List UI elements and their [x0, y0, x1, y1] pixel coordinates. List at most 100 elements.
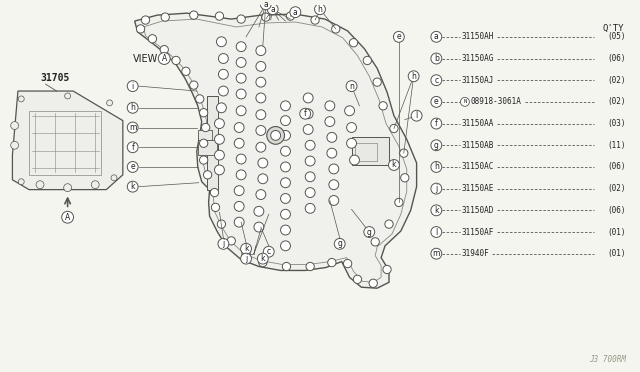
- Circle shape: [64, 184, 72, 192]
- Polygon shape: [134, 13, 417, 288]
- Circle shape: [111, 175, 117, 181]
- Circle shape: [148, 35, 157, 43]
- Circle shape: [127, 102, 138, 113]
- Circle shape: [141, 16, 150, 24]
- Bar: [198, 140, 218, 155]
- Text: a: a: [434, 32, 438, 41]
- Circle shape: [236, 42, 246, 52]
- Text: h: h: [131, 103, 135, 112]
- Text: 31150AC: 31150AC: [462, 163, 494, 171]
- Bar: [29, 111, 100, 175]
- Circle shape: [127, 122, 138, 133]
- Circle shape: [11, 122, 19, 129]
- Circle shape: [408, 71, 419, 82]
- Text: 31150AG: 31150AG: [462, 54, 494, 63]
- Circle shape: [92, 181, 99, 189]
- Circle shape: [347, 123, 356, 132]
- Circle shape: [461, 97, 469, 106]
- Circle shape: [329, 196, 339, 205]
- Text: (03): (03): [607, 119, 626, 128]
- Circle shape: [127, 161, 138, 172]
- Circle shape: [388, 160, 399, 170]
- Text: A: A: [65, 213, 70, 222]
- Circle shape: [65, 93, 70, 99]
- Text: f: f: [131, 143, 134, 152]
- Circle shape: [227, 237, 236, 245]
- Circle shape: [390, 124, 398, 133]
- Text: 31150AJ: 31150AJ: [462, 76, 494, 85]
- Circle shape: [363, 56, 371, 65]
- Circle shape: [189, 11, 198, 19]
- Circle shape: [431, 183, 442, 194]
- Text: l: l: [415, 111, 418, 120]
- Circle shape: [280, 225, 291, 235]
- Circle shape: [214, 119, 225, 128]
- Circle shape: [325, 117, 335, 126]
- Circle shape: [215, 12, 223, 20]
- Text: 31150AD: 31150AD: [462, 206, 494, 215]
- Circle shape: [373, 78, 381, 86]
- Circle shape: [218, 54, 228, 64]
- Circle shape: [214, 150, 225, 160]
- Circle shape: [290, 7, 301, 17]
- Circle shape: [431, 118, 442, 129]
- Circle shape: [334, 238, 345, 249]
- Circle shape: [411, 110, 422, 121]
- Text: 31705: 31705: [40, 73, 69, 83]
- Text: (06): (06): [607, 163, 626, 171]
- Circle shape: [214, 134, 225, 144]
- Text: h: h: [412, 72, 416, 81]
- Circle shape: [260, 0, 271, 10]
- Circle shape: [256, 93, 266, 103]
- Circle shape: [282, 262, 291, 271]
- Text: a: a: [293, 8, 298, 17]
- Text: 31150AB: 31150AB: [462, 141, 494, 150]
- Text: g: g: [367, 228, 372, 237]
- Circle shape: [280, 209, 291, 219]
- Circle shape: [431, 96, 442, 107]
- Text: f: f: [435, 119, 438, 128]
- Circle shape: [346, 81, 357, 92]
- Bar: [355, 143, 377, 161]
- Text: a: a: [270, 5, 275, 14]
- Circle shape: [161, 13, 170, 21]
- Circle shape: [305, 140, 315, 150]
- Circle shape: [254, 206, 264, 216]
- Circle shape: [218, 69, 228, 79]
- Circle shape: [127, 81, 138, 92]
- Circle shape: [431, 248, 442, 259]
- Text: VIEW: VIEW: [132, 54, 158, 64]
- Circle shape: [200, 139, 208, 147]
- Circle shape: [107, 100, 113, 106]
- Circle shape: [306, 262, 314, 271]
- Circle shape: [236, 154, 246, 164]
- Circle shape: [305, 156, 315, 166]
- Circle shape: [280, 193, 291, 203]
- Circle shape: [431, 205, 442, 216]
- Circle shape: [262, 13, 270, 21]
- Text: 08918-3061A: 08918-3061A: [471, 97, 522, 106]
- Circle shape: [364, 227, 374, 237]
- Circle shape: [256, 110, 266, 120]
- Circle shape: [256, 125, 266, 135]
- Text: h: h: [434, 163, 439, 171]
- Circle shape: [369, 279, 378, 288]
- Circle shape: [305, 187, 315, 198]
- Circle shape: [280, 241, 291, 251]
- Circle shape: [36, 181, 44, 189]
- Text: b: b: [434, 54, 439, 63]
- Text: (02): (02): [607, 97, 626, 106]
- Text: (02): (02): [607, 76, 626, 85]
- Circle shape: [236, 73, 246, 83]
- Circle shape: [327, 148, 337, 158]
- Circle shape: [259, 259, 267, 267]
- Circle shape: [158, 52, 170, 64]
- Circle shape: [267, 126, 285, 144]
- Text: l: l: [435, 228, 438, 237]
- Circle shape: [271, 131, 280, 140]
- Circle shape: [303, 93, 313, 103]
- Circle shape: [211, 203, 220, 212]
- Text: A: A: [162, 54, 167, 63]
- Circle shape: [214, 165, 225, 175]
- Circle shape: [236, 170, 246, 180]
